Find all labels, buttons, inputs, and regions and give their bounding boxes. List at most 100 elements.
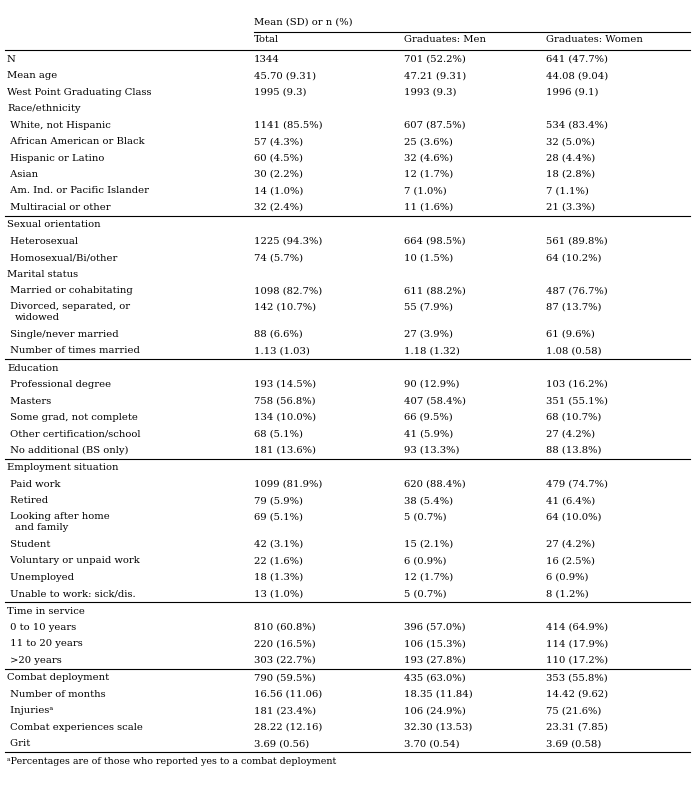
Text: Number of months: Number of months <box>7 690 106 699</box>
Text: 15 (2.1%): 15 (2.1%) <box>404 540 454 548</box>
Text: 45.70 (9.31): 45.70 (9.31) <box>254 71 316 80</box>
Text: 3.69 (0.56): 3.69 (0.56) <box>254 739 309 749</box>
Text: N: N <box>7 54 16 64</box>
Text: 193 (14.5%): 193 (14.5%) <box>254 380 316 389</box>
Text: 114 (17.9%): 114 (17.9%) <box>546 639 608 649</box>
Text: Marital status: Marital status <box>7 269 78 279</box>
Text: 181 (13.6%): 181 (13.6%) <box>254 446 316 455</box>
Text: 18.35 (11.84): 18.35 (11.84) <box>404 690 473 699</box>
Text: 14 (1.0%): 14 (1.0%) <box>254 187 303 195</box>
Text: Race/ethnicity: Race/ethnicity <box>7 104 81 113</box>
Text: 134 (10.0%): 134 (10.0%) <box>254 413 316 422</box>
Text: 6 (0.9%): 6 (0.9%) <box>404 556 447 565</box>
Text: Masters: Masters <box>7 396 51 406</box>
Text: Graduates: Women: Graduates: Women <box>546 35 642 44</box>
Text: 75 (21.6%): 75 (21.6%) <box>546 706 601 716</box>
Text: 103 (16.2%): 103 (16.2%) <box>546 380 607 389</box>
Text: 25 (3.6%): 25 (3.6%) <box>404 137 453 146</box>
Text: 88 (13.8%): 88 (13.8%) <box>546 446 601 455</box>
Text: Professional degree: Professional degree <box>7 380 111 389</box>
Text: 142 (10.7%): 142 (10.7%) <box>254 302 316 311</box>
Text: 13 (1.0%): 13 (1.0%) <box>254 589 303 598</box>
Text: 32.30 (13.53): 32.30 (13.53) <box>404 723 473 732</box>
Text: 61 (9.6%): 61 (9.6%) <box>546 329 594 339</box>
Text: 64 (10.2%): 64 (10.2%) <box>546 254 601 262</box>
Text: 38 (5.4%): 38 (5.4%) <box>404 496 454 505</box>
Text: Number of times married: Number of times married <box>7 346 140 355</box>
Text: 220 (16.5%): 220 (16.5%) <box>254 639 316 649</box>
Text: 701 (52.2%): 701 (52.2%) <box>404 54 466 64</box>
Text: 16 (2.5%): 16 (2.5%) <box>546 556 595 565</box>
Text: 810 (60.8%): 810 (60.8%) <box>254 623 316 632</box>
Text: 487 (76.7%): 487 (76.7%) <box>546 286 607 296</box>
Text: 11 to 20 years: 11 to 20 years <box>7 639 83 649</box>
Text: 32 (4.6%): 32 (4.6%) <box>404 154 454 162</box>
Text: 55 (7.9%): 55 (7.9%) <box>404 302 454 311</box>
Text: 90 (12.9%): 90 (12.9%) <box>404 380 460 389</box>
Text: 6 (0.9%): 6 (0.9%) <box>546 573 588 582</box>
Text: 181 (23.4%): 181 (23.4%) <box>254 706 316 716</box>
Text: White, not Hispanic: White, not Hispanic <box>7 121 111 129</box>
Text: >20 years: >20 years <box>7 656 62 665</box>
Text: Mean age: Mean age <box>7 71 57 80</box>
Text: Paid work: Paid work <box>7 480 60 489</box>
Text: 60 (4.5%): 60 (4.5%) <box>254 154 303 162</box>
Text: Unable to work: sick/dis.: Unable to work: sick/dis. <box>7 589 136 598</box>
Text: 1344: 1344 <box>254 54 279 64</box>
Text: Mean (SD) or n (%): Mean (SD) or n (%) <box>254 18 352 27</box>
Text: 79 (5.9%): 79 (5.9%) <box>254 496 303 505</box>
Text: 27 (4.2%): 27 (4.2%) <box>546 429 595 438</box>
Text: Sexual orientation: Sexual orientation <box>7 221 101 229</box>
Text: 758 (56.8%): 758 (56.8%) <box>254 396 316 406</box>
Text: Multiracial or other: Multiracial or other <box>7 203 111 212</box>
Text: 1995 (9.3): 1995 (9.3) <box>254 87 306 97</box>
Text: 479 (74.7%): 479 (74.7%) <box>546 480 607 489</box>
Text: Other certification/school: Other certification/school <box>7 429 140 438</box>
Text: 18 (2.8%): 18 (2.8%) <box>546 170 595 179</box>
Text: 12 (1.7%): 12 (1.7%) <box>404 573 454 582</box>
Text: 1.18 (1.32): 1.18 (1.32) <box>404 346 460 355</box>
Text: African American or Black: African American or Black <box>7 137 145 146</box>
Text: 5 (0.7%): 5 (0.7%) <box>404 512 447 521</box>
Text: No additional (BS only): No additional (BS only) <box>7 446 129 455</box>
Text: 790 (59.5%): 790 (59.5%) <box>254 674 316 682</box>
Text: Homosexual/Bi/other: Homosexual/Bi/other <box>7 254 117 262</box>
Text: 30 (2.2%): 30 (2.2%) <box>254 170 303 179</box>
Text: 88 (6.6%): 88 (6.6%) <box>254 329 302 339</box>
Text: 57 (4.3%): 57 (4.3%) <box>254 137 303 146</box>
Text: Combat experiences scale: Combat experiences scale <box>7 723 143 732</box>
Text: 193 (27.8%): 193 (27.8%) <box>404 656 466 665</box>
Text: 1996 (9.1): 1996 (9.1) <box>546 87 598 97</box>
Text: 0 to 10 years: 0 to 10 years <box>7 623 76 632</box>
Text: 8 (1.2%): 8 (1.2%) <box>546 589 589 598</box>
Text: Unemployed: Unemployed <box>7 573 74 582</box>
Text: 3.70 (0.54): 3.70 (0.54) <box>404 739 460 749</box>
Text: Asian: Asian <box>7 170 38 179</box>
Text: 87 (13.7%): 87 (13.7%) <box>546 302 601 311</box>
Text: Voluntary or unpaid work: Voluntary or unpaid work <box>7 556 140 565</box>
Text: 7 (1.1%): 7 (1.1%) <box>546 187 589 195</box>
Text: and family: and family <box>15 522 68 532</box>
Text: widowed: widowed <box>15 313 60 322</box>
Text: Looking after home: Looking after home <box>7 512 110 521</box>
Text: 303 (22.7%): 303 (22.7%) <box>254 656 316 665</box>
Text: 32 (2.4%): 32 (2.4%) <box>254 203 303 212</box>
Text: Grit: Grit <box>7 739 30 749</box>
Text: 28 (4.4%): 28 (4.4%) <box>546 154 595 162</box>
Text: 3.69 (0.58): 3.69 (0.58) <box>546 739 601 749</box>
Text: 27 (4.2%): 27 (4.2%) <box>546 540 595 548</box>
Text: Employment situation: Employment situation <box>7 463 118 472</box>
Text: Total: Total <box>254 35 279 44</box>
Text: 14.42 (9.62): 14.42 (9.62) <box>546 690 607 699</box>
Text: 27 (3.9%): 27 (3.9%) <box>404 329 454 339</box>
Text: 641 (47.7%): 641 (47.7%) <box>546 54 607 64</box>
Text: 620 (88.4%): 620 (88.4%) <box>404 480 466 489</box>
Text: 611 (88.2%): 611 (88.2%) <box>404 286 466 296</box>
Text: Some grad, not complete: Some grad, not complete <box>7 413 138 422</box>
Text: 22 (1.6%): 22 (1.6%) <box>254 556 303 565</box>
Text: 69 (5.1%): 69 (5.1%) <box>254 512 303 521</box>
Text: Retired: Retired <box>7 496 48 505</box>
Text: Married or cohabitating: Married or cohabitating <box>7 286 133 296</box>
Text: 68 (10.7%): 68 (10.7%) <box>546 413 601 422</box>
Text: 44.08 (9.04): 44.08 (9.04) <box>546 71 608 80</box>
